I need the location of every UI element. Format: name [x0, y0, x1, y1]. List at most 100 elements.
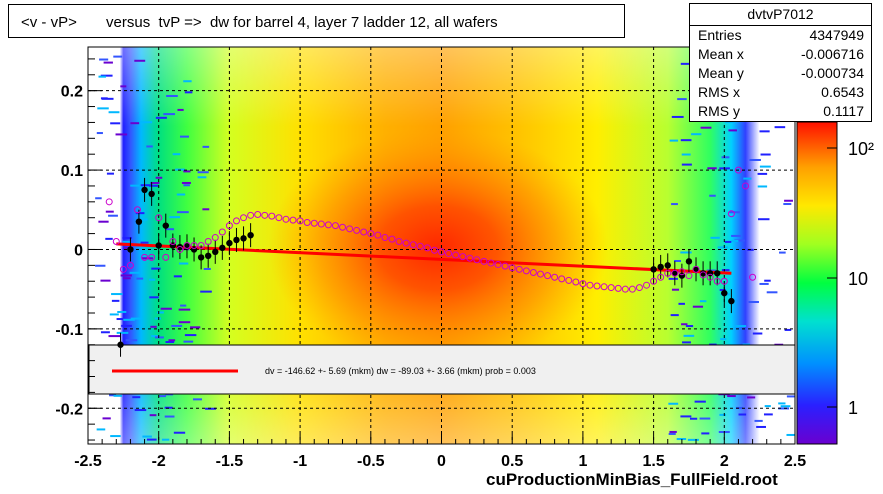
speckle: [691, 133, 702, 136]
mean-point: [112, 238, 120, 246]
mean-point: [148, 253, 156, 261]
speckle: [764, 279, 771, 282]
mean-point: [720, 277, 728, 285]
stats-row-mean-y: Mean y -0.000734: [698, 65, 864, 83]
speckle: [735, 325, 747, 328]
speckle: [680, 415, 692, 418]
fit-legend-text: dv = -146.62 +- 5.69 (mkm) dw = -89.03 +…: [265, 366, 536, 376]
speckle: [97, 107, 109, 110]
speckle: [671, 288, 680, 291]
speckle: [113, 55, 123, 58]
speckle: [103, 61, 113, 64]
speckle: [123, 318, 135, 321]
mean-point: [416, 242, 424, 250]
speckle: [96, 428, 106, 431]
profile-points: [117, 177, 735, 357]
mean-point: [247, 211, 255, 219]
speckle: [150, 182, 160, 185]
mean-point: [324, 221, 332, 229]
speckle: [134, 409, 147, 412]
speckle: [116, 318, 123, 321]
speckle: [155, 116, 167, 119]
speckle: [109, 313, 119, 316]
mean-point: [742, 182, 750, 190]
mean-point: [133, 206, 141, 214]
x-tick-label: -1.5: [216, 453, 244, 470]
speckle: [173, 275, 182, 278]
speckle: [179, 135, 189, 138]
speckle: [192, 398, 202, 401]
speckle: [669, 139, 679, 142]
speckle: [731, 239, 739, 242]
speckle: [115, 133, 128, 136]
profile-point: [233, 236, 240, 244]
x-tick-label: 2.5: [784, 453, 806, 470]
speckle: [685, 325, 694, 328]
title-box: <v - vP> versus tvP => dw for barrel 4, …: [8, 4, 625, 38]
speckle: [110, 122, 121, 125]
speckle: [176, 211, 189, 214]
mean-point: [176, 245, 184, 253]
speckle: [113, 394, 123, 397]
mean-point: [254, 211, 262, 219]
speckle: [164, 415, 175, 418]
speckle: [707, 167, 717, 170]
mean-point: [162, 253, 170, 261]
mean-point: [339, 223, 347, 231]
speckle: [101, 97, 114, 100]
mean-point: [126, 261, 134, 269]
mean-point: [494, 261, 502, 269]
speckle: [699, 417, 711, 420]
speckle: [709, 194, 716, 197]
speckle: [108, 214, 118, 217]
speckle: [178, 321, 191, 324]
mean-point: [558, 275, 566, 283]
mean-point: [600, 283, 608, 291]
speckle: [165, 228, 175, 231]
mean-point: [734, 166, 742, 174]
speckle: [731, 234, 741, 237]
stats-title: dvtvP7012: [747, 6, 814, 22]
speckle: [748, 301, 759, 304]
speckle: [752, 332, 763, 335]
speckle: [111, 299, 120, 302]
speckle: [140, 121, 153, 124]
speckle: [671, 115, 684, 118]
mean-point: [650, 277, 658, 285]
speckle: [173, 431, 186, 434]
speckle: [140, 241, 149, 244]
profile-point: [176, 243, 184, 251]
speckle: [757, 172, 768, 175]
mean-point: [727, 210, 735, 218]
speckle: [100, 331, 110, 334]
profile-point: [212, 248, 219, 256]
mean-point: [289, 216, 297, 224]
profile-point: [657, 263, 664, 271]
mean-point: [685, 272, 693, 280]
speckle: [155, 176, 163, 179]
profile-point: [685, 258, 693, 265]
speckle: [668, 277, 678, 280]
speckle: [784, 199, 793, 202]
x-tick-label: -0.5: [357, 453, 385, 470]
speckle: [163, 113, 176, 116]
mean-point: [445, 249, 453, 257]
speckle: [140, 184, 152, 187]
mean-point: [459, 253, 467, 261]
speckle: [774, 126, 786, 129]
speckle: [149, 278, 156, 281]
speckle: [102, 417, 111, 420]
speckle: [120, 274, 132, 277]
fit-line-segment: [116, 242, 732, 275]
speckle: [687, 438, 699, 441]
mean-point: [522, 267, 530, 275]
x-tick-label: 0: [437, 453, 446, 470]
profile-point: [692, 266, 700, 273]
mean-point: [692, 265, 700, 273]
speckle: [95, 197, 102, 200]
speckle: [197, 176, 207, 179]
speckle: [184, 91, 193, 94]
fit-line: [116, 242, 732, 275]
speckle: [202, 145, 210, 148]
speckle: [668, 432, 676, 435]
